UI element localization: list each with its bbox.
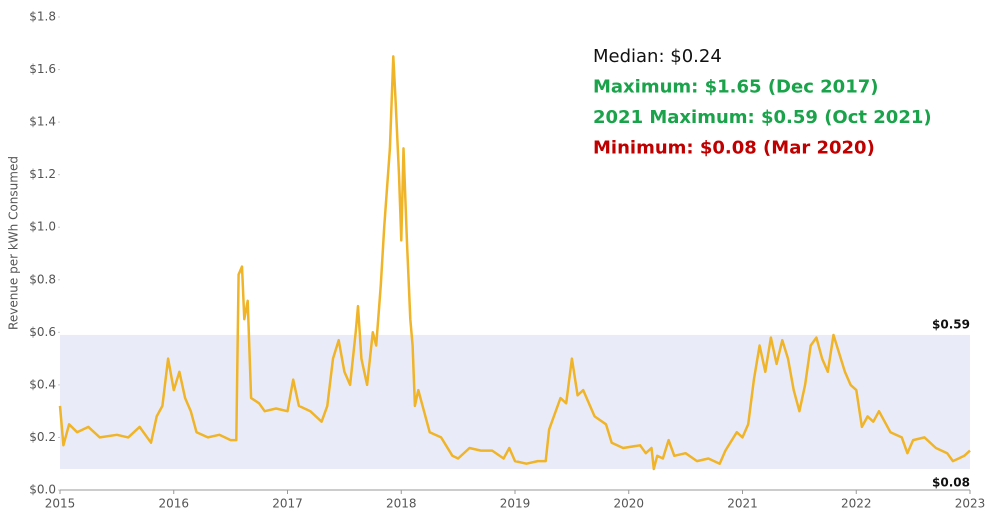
x-tick-label: 2021 [727,497,758,511]
x-tick-label: 2022 [841,497,872,511]
y-tick-label: $0.0 [29,483,56,497]
y-tick-label: $1.8 [29,10,56,24]
y-tick-label: $0.2 [29,430,56,444]
annotation: 2021 Maximum: $0.59 (Oct 2021) [593,107,932,128]
y-tick-label: $1.2 [29,167,56,181]
band-label: $0.08 [932,475,970,489]
x-tick-label: 2018 [386,497,417,511]
x-tick-label: 2015 [45,497,76,511]
range-band [60,334,970,469]
y-tick-label: $1.6 [29,62,56,76]
y-tick-label: $1.4 [29,115,56,129]
x-tick-label: 2016 [158,497,189,511]
y-tick-label: $0.4 [29,377,56,391]
y-tick-label: $0.8 [29,272,56,286]
x-tick-label: 2017 [272,497,303,511]
x-tick-label: 2019 [500,497,531,511]
annotation: Median: $0.24 [593,46,722,67]
line-series [58,55,971,471]
y-tick-label: $1.0 [29,220,56,234]
x-tick-label: 2023 [955,497,986,511]
annotation: Minimum: $0.08 (Mar 2020) [593,138,875,159]
y-tick-label: $0.6 [29,325,56,339]
x-tick-label: 2020 [613,497,644,511]
y-axis-label: Revenue per kWh Consumed [7,156,21,330]
band-label: $0.59 [932,317,970,331]
annotation: Maximum: $1.65 (Dec 2017) [593,77,878,98]
